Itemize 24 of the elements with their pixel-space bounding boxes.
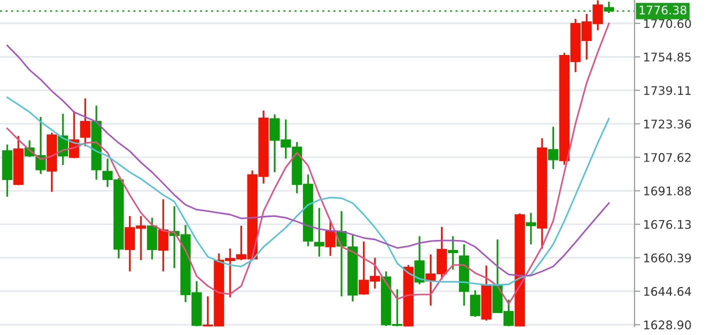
- candlestick: [146, 216, 158, 260]
- candlestick: [314, 207, 324, 258]
- y-tick-label: 1770.60: [644, 19, 691, 28]
- y-tick-label: 1691.88: [644, 186, 691, 196]
- candlestick: [414, 235, 425, 286]
- y-tick-label: 1739.11: [644, 86, 691, 96]
- line-series: [6, 44, 610, 276]
- candlestick: [470, 289, 480, 318]
- candlestick: [604, 0, 614, 14]
- y-tick-label: 1628.90: [644, 320, 691, 330]
- ref-line-label: 1776.38: [640, 6, 686, 15]
- y-tick-label: 1707.62: [644, 153, 691, 162]
- candlestick: [325, 220, 336, 257]
- candlestick: [448, 235, 458, 270]
- line-series: [6, 22, 610, 305]
- y-tick-label: 1676.13: [644, 220, 691, 229]
- candlestick: [80, 98, 90, 148]
- y-tick-label: 1660.39: [644, 253, 691, 262]
- line-series: [6, 96, 610, 286]
- candlestick: [158, 198, 168, 272]
- y-tick-label: 1754.85: [644, 52, 691, 62]
- y-tick-label: 1723.36: [644, 120, 691, 128]
- candlestick: [548, 126, 558, 170]
- y-tick-label: 1644.64: [644, 286, 692, 296]
